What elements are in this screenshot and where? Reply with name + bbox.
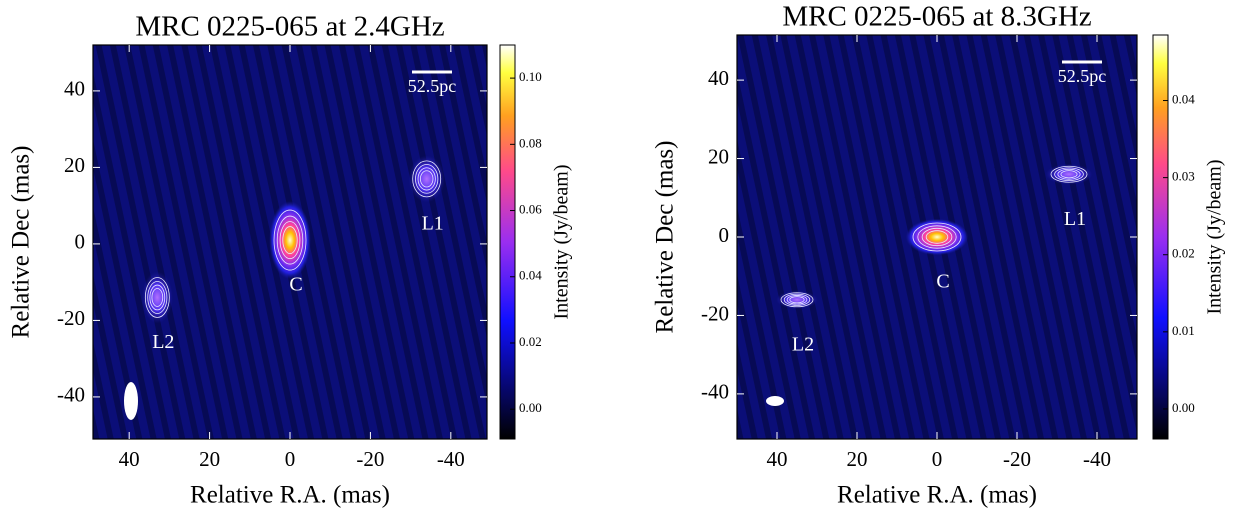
contour	[415, 164, 439, 194]
y-axis-label: Relative Dec (mas)	[8, 146, 35, 339]
colorbar-tick-label: 0.03	[1172, 169, 1195, 184]
contour	[783, 293, 811, 306]
y-tick-label: 20	[64, 153, 85, 177]
chart-title: MRC 0225-065 at 2.4GHz	[135, 11, 444, 43]
y-tick-label: -20	[701, 301, 729, 325]
contour	[282, 226, 298, 254]
x-axis-label: Relative R.A. (mas)	[190, 482, 390, 509]
contour	[276, 215, 304, 265]
component-label: L2	[152, 331, 174, 353]
y-tick-label: 40	[64, 77, 85, 101]
colorbar-tick-label: 0.04	[519, 268, 542, 283]
contour	[147, 281, 168, 314]
y-tick-label: 0	[719, 223, 730, 247]
colorbar-tick-label: 0.04	[1172, 92, 1195, 107]
contour	[273, 209, 307, 271]
y-tick-label: -40	[57, 383, 85, 407]
contour	[912, 222, 962, 252]
contour	[1057, 168, 1081, 180]
colorbar-tick-label: 0.00	[1172, 400, 1195, 415]
x-tick-label: -40	[1083, 447, 1111, 471]
y-tick-label: -20	[57, 306, 85, 330]
x-tick-label: 0	[285, 447, 296, 471]
component-label: C	[936, 271, 949, 293]
contour	[279, 221, 301, 260]
y-tick-label: 20	[708, 144, 729, 168]
colorbar-tick-label: 0.08	[519, 135, 542, 150]
contour	[921, 227, 953, 247]
beam	[124, 382, 138, 420]
colorbar-tick-label: 0.06	[519, 202, 542, 217]
contour	[786, 295, 808, 305]
y-tick-label: 0	[75, 230, 86, 254]
component-label: C	[289, 274, 302, 296]
chart-title: MRC 0225-065 at 8.3GHz	[782, 1, 1091, 33]
beam	[766, 396, 784, 406]
source-emission	[269, 201, 311, 280]
y-axis-label: Relative Dec (mas)	[652, 141, 679, 334]
x-tick-label: -20	[356, 447, 384, 471]
y-tick-label: -40	[701, 380, 729, 404]
source-emission	[1045, 163, 1093, 185]
colorbar-tick-label: 0.02	[519, 334, 542, 349]
colorbar-tick-label: 0.01	[1172, 323, 1195, 338]
x-tick-label: 0	[932, 447, 943, 471]
contour	[1050, 165, 1088, 183]
x-tick-label: -20	[1003, 447, 1031, 471]
contour	[780, 292, 814, 308]
colorbar	[499, 44, 516, 440]
x-tick-label: 20	[199, 447, 220, 471]
colorbar-label: Intensity (Jy/beam)	[551, 165, 573, 320]
source-emission	[905, 218, 969, 256]
colorbar	[1152, 34, 1169, 440]
x-axis-label: Relative R.A. (mas)	[837, 482, 1037, 509]
component-label: L1	[1064, 208, 1086, 230]
contour	[144, 277, 170, 318]
contour	[419, 170, 434, 188]
component-label: L1	[422, 212, 444, 234]
component-label: L2	[792, 333, 814, 355]
contour	[149, 284, 166, 311]
scale-bar-label: 52.5pc	[408, 76, 457, 96]
source-emission	[776, 290, 818, 309]
scale-bar-label: 52.5pc	[1058, 66, 1107, 86]
contour	[917, 225, 957, 249]
contour	[151, 288, 164, 307]
y-tick-label: 40	[708, 66, 729, 90]
x-tick-label: 40	[767, 447, 788, 471]
source-emission	[141, 271, 173, 324]
contour	[925, 230, 949, 244]
colorbar-tick-label: 0.02	[1172, 246, 1195, 261]
colorbar-tick-label: 0.10	[519, 69, 542, 84]
contour	[789, 296, 805, 304]
contour	[417, 167, 436, 191]
contour	[412, 160, 442, 198]
x-tick-label: 20	[847, 447, 868, 471]
colorbar-tick-label: 0.00	[519, 400, 542, 415]
x-tick-label: -40	[437, 447, 465, 471]
source-emission	[408, 155, 445, 203]
x-tick-label: 40	[119, 447, 140, 471]
contour	[1060, 170, 1078, 179]
contour	[1054, 167, 1084, 182]
colorbar-label: Intensity (Jy/beam)	[1204, 160, 1226, 315]
